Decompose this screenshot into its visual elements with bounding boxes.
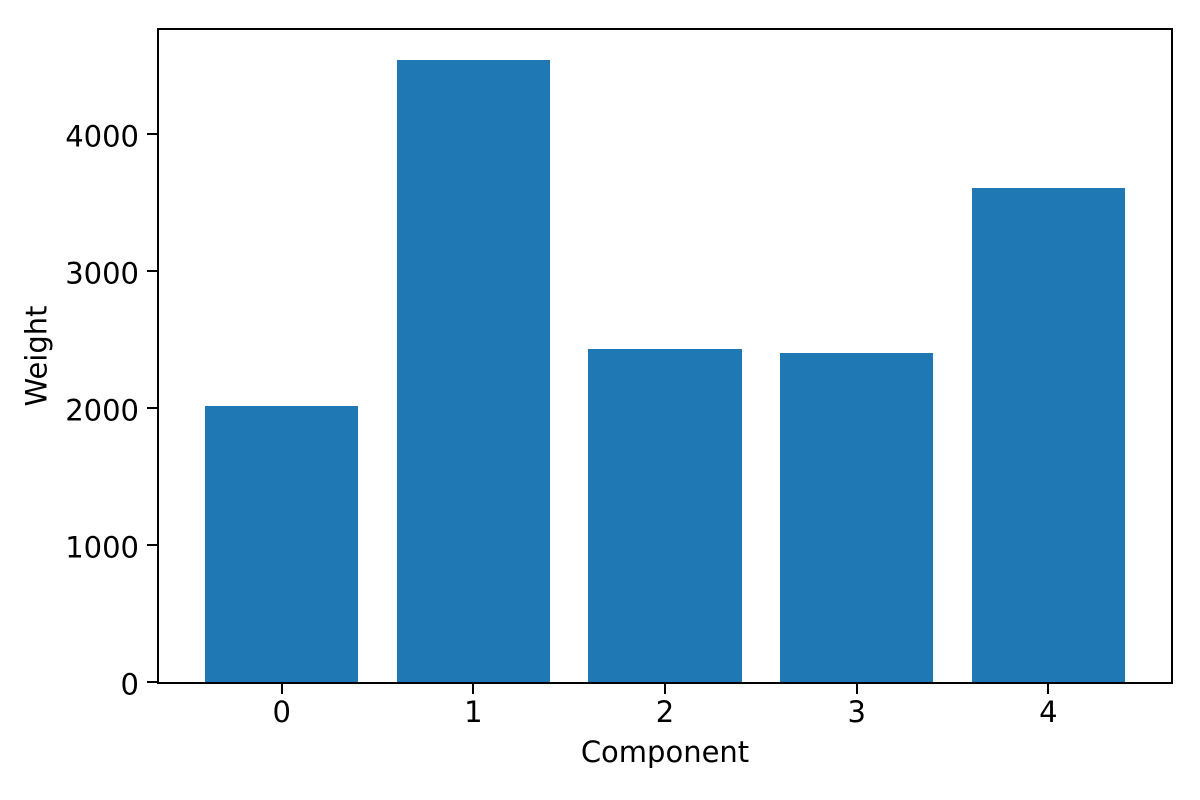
y-tick-mark-1: [147, 544, 157, 546]
y-tick-mark-3: [147, 270, 157, 273]
x-tick-mark-1: [472, 684, 475, 694]
bar-4: [971, 188, 1125, 682]
plot-area: 0 1 2 3 4 0 1000 2000 3000 4000: [65, 28, 1173, 727]
x-tick-mark-4: [1047, 684, 1050, 694]
y-tick-label-1: 1000: [65, 530, 139, 565]
x-tick-mark-0: [280, 684, 283, 694]
x-tick-label-2: 2: [655, 695, 675, 729]
x-tick-mark-3: [855, 684, 858, 694]
bar-3: [780, 353, 934, 682]
x-tick-label-4: 4: [1039, 695, 1058, 729]
y-tick-label-3: 3000: [65, 256, 139, 291]
x-tick-label-0: 0: [272, 695, 291, 729]
y-tick-label-2: 2000: [65, 393, 139, 428]
y-axis-label: Weight: [19, 305, 54, 407]
bar-0: [205, 406, 359, 682]
y-tick-mark-0: [147, 681, 157, 683]
y-tick-mark-4: [147, 133, 157, 136]
x-tick-mark-2: [664, 684, 666, 694]
x-tick-label-1: 1: [464, 695, 483, 729]
x-tick-label-3: 3: [847, 695, 866, 729]
bar-2: [588, 349, 742, 682]
y-tick-mark-2: [147, 407, 157, 410]
y-tick-label-0: 0: [120, 667, 139, 702]
y-tick-label-4: 4000: [65, 119, 139, 154]
x-axis-label: Component: [580, 735, 750, 769]
bar-1: [396, 60, 550, 682]
